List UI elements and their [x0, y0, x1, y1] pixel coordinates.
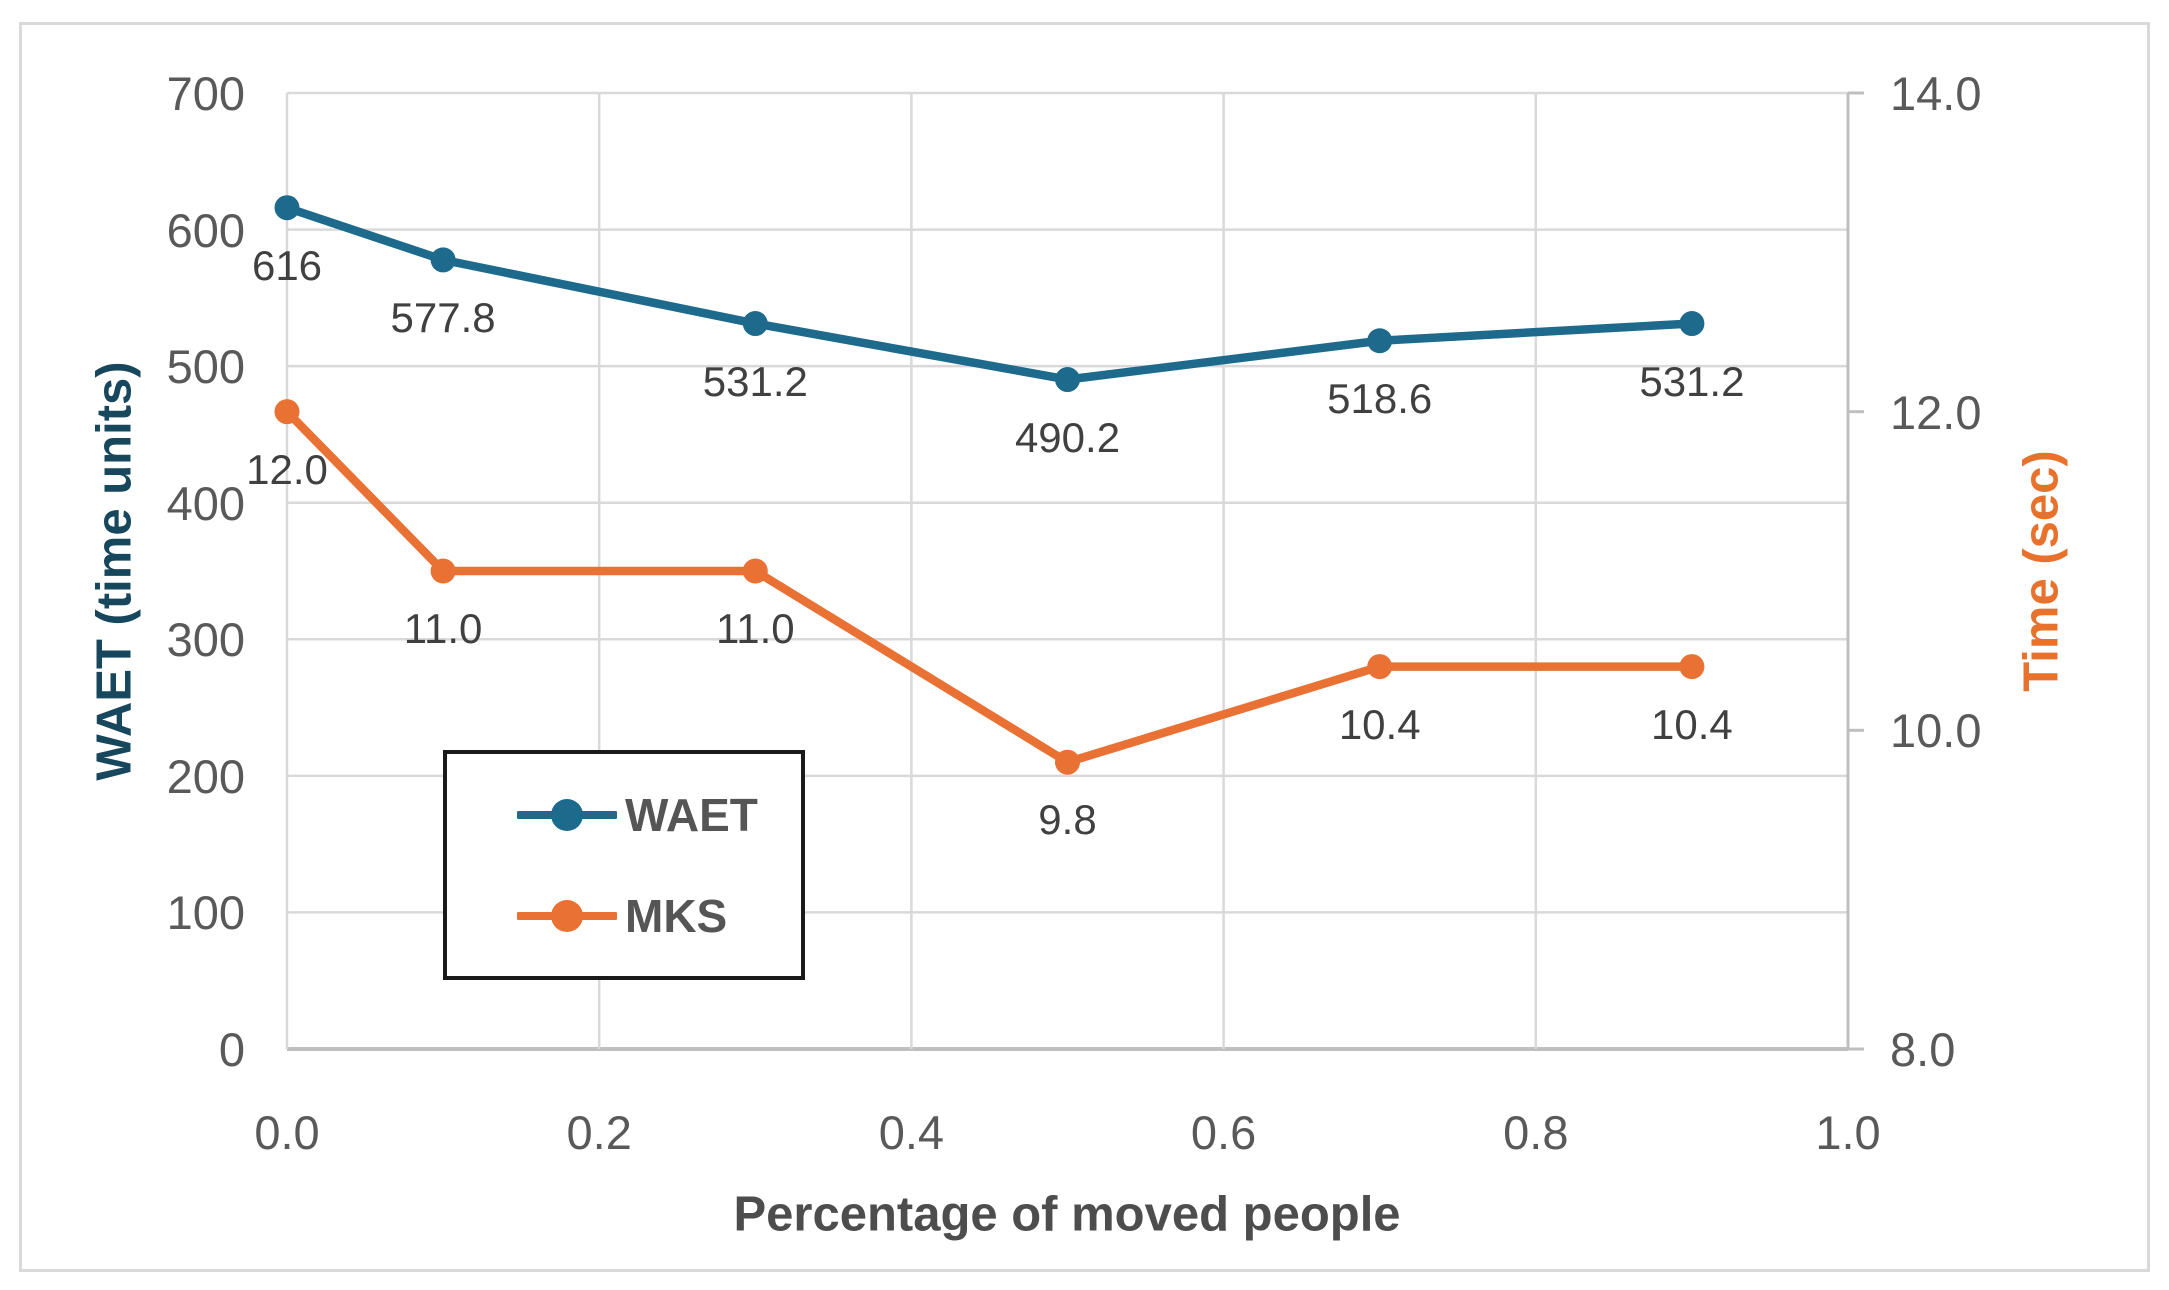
legend-marker-icon-mks	[517, 899, 617, 932]
y-axis-right-tick-label: 12.0	[1890, 385, 1982, 439]
x-axis-tick-label: 0.8	[1503, 1106, 1569, 1159]
data-label-waet: 616	[251, 241, 323, 289]
data-point-marker-mks	[1679, 654, 1705, 680]
data-point-marker-waet	[430, 247, 456, 273]
data-point-marker-waet	[1679, 311, 1705, 337]
legend: WAET MKS	[443, 750, 805, 980]
data-point-marker-waet	[1055, 367, 1080, 393]
y-axis-left-tick-label: 600	[166, 203, 245, 257]
y-axis-right-tick-label: 14.0	[1890, 67, 1982, 120]
series-line-waet	[282, 203, 1697, 384]
y-axis-title-right: Time (sec)	[2014, 450, 2069, 692]
data-label-waet: 490.2	[1014, 413, 1121, 461]
data-label-mks: 11.0	[715, 605, 795, 652]
x-axis-tick-label: 0.0	[254, 1106, 320, 1159]
data-label-mks: 10.4	[1651, 700, 1733, 748]
legend-label-mks: MKS	[625, 889, 728, 942]
data-point-marker-mks	[274, 399, 300, 425]
figure-border	[19, 22, 2150, 1272]
data-point-marker-mks	[742, 558, 768, 584]
legend-item-mks: MKS	[517, 893, 801, 939]
data-point-marker-waet	[742, 311, 768, 337]
x-axis-title: Percentage of moved people	[733, 1187, 1401, 1242]
legend-item-waet: WAET	[517, 792, 801, 838]
data-label-waet: 531.2	[702, 357, 808, 405]
data-point-marker-mks	[1055, 749, 1080, 775]
data-label-waet: 531.2	[1639, 357, 1745, 405]
data-label-mks: 9.8	[1038, 796, 1097, 844]
legend-marker-icon-waet	[517, 798, 617, 831]
x-axis-tick-label: 0.4	[878, 1106, 945, 1159]
y-axis-right-tick-label: 8.0	[1890, 1023, 1956, 1076]
y-axis-right-tick-label: 10.0	[1890, 704, 1982, 758]
x-axis-tick-label: 0.2	[566, 1106, 632, 1159]
y-axis-title-left: WAET (time units)	[87, 361, 142, 781]
data-point-marker-mks	[1367, 654, 1393, 680]
data-label-waet: 577.8	[390, 293, 496, 341]
y-axis-left-tick-label: 500	[166, 340, 245, 394]
y-axis-left-tick-label: 200	[166, 749, 245, 803]
legend-label-waet: WAET	[625, 788, 758, 841]
y-axis-left-tick-label: 400	[166, 476, 245, 530]
y-axis-left-tick-label: 0	[218, 1023, 245, 1076]
data-point-marker-mks	[430, 558, 456, 584]
y-axis-left-tick-label: 700	[166, 67, 245, 120]
data-label-mks: 11.0	[403, 605, 483, 652]
data-point-marker-waet	[274, 195, 300, 221]
series-line-mks	[282, 407, 1697, 767]
y-axis-left-tick-label: 300	[166, 613, 245, 667]
x-axis-tick-label: 1.0	[1815, 1106, 1881, 1159]
data-point-marker-waet	[1367, 328, 1393, 354]
data-label-mks: 12.0	[246, 445, 328, 493]
data-label-waet: 518.6	[1327, 374, 1433, 422]
y-axis-left-tick-label: 100	[166, 886, 245, 940]
x-axis-tick-label: 0.6	[1190, 1106, 1257, 1159]
data-label-mks: 10.4	[1338, 700, 1421, 748]
